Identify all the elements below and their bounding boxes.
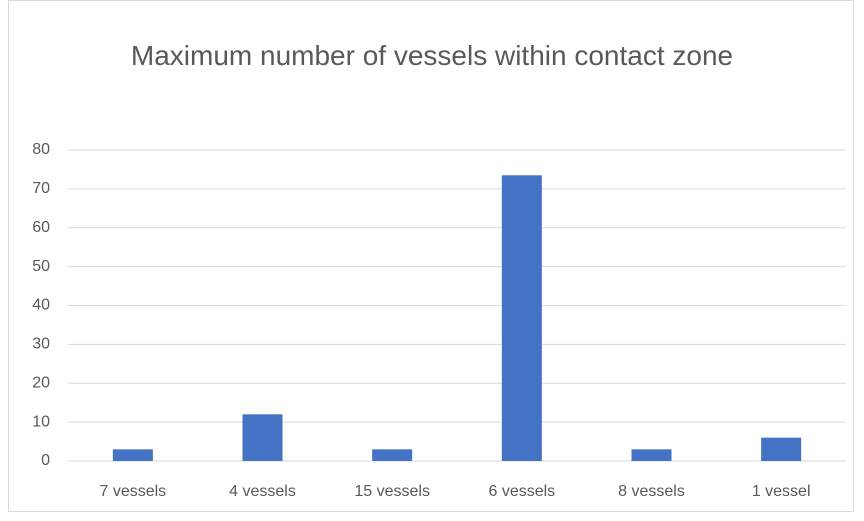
bar <box>761 437 802 461</box>
x-tick-label: 7 vessels <box>99 483 166 500</box>
chart-title: Maximum number of vessels within contact… <box>130 40 734 71</box>
bar <box>112 449 153 461</box>
y-tick-label: 80 <box>32 141 50 158</box>
chart-frame <box>8 0 854 512</box>
y-tick-label: 40 <box>32 297 50 314</box>
x-tick-label: 8 vessels <box>618 483 685 500</box>
x-tick-label: 6 vessels <box>488 483 555 500</box>
title-box: Maximum number of vessels within contact… <box>0 33 864 78</box>
x-tick-label: 15 vessels <box>354 483 430 500</box>
y-tick-label: 50 <box>32 258 50 275</box>
y-tick-label: 60 <box>32 219 50 236</box>
y-tick-label: 70 <box>32 180 50 197</box>
bar <box>631 449 672 461</box>
y-tick-label: 10 <box>32 413 50 430</box>
y-tick-label: 0 <box>41 452 50 469</box>
bar <box>242 414 283 461</box>
bar <box>501 175 542 462</box>
x-tick-label: 1 vessel <box>752 483 811 500</box>
x-tick-label: 4 vessels <box>229 483 296 500</box>
bar <box>372 449 413 461</box>
y-tick-label: 20 <box>32 374 50 391</box>
y-tick-label: 30 <box>32 336 50 353</box>
